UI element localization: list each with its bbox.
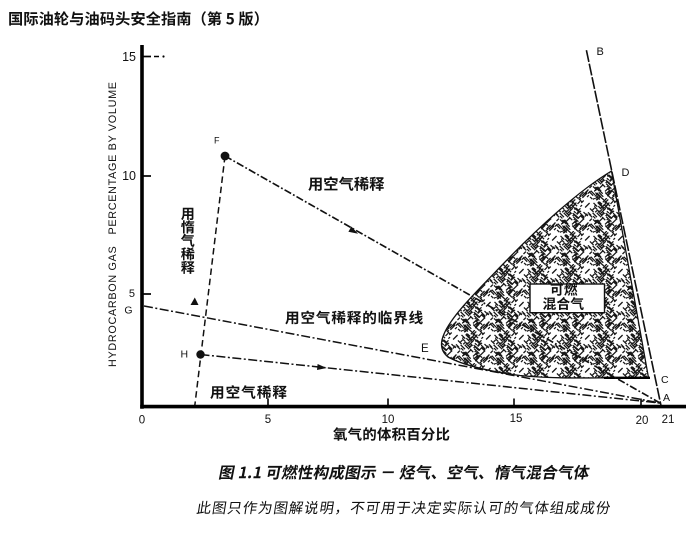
svg-text:10: 10	[122, 169, 136, 183]
svg-text:B: B	[597, 46, 604, 58]
svg-text:15: 15	[122, 50, 136, 64]
svg-text:A: A	[663, 392, 670, 404]
svg-text:10: 10	[382, 414, 395, 426]
svg-text:0: 0	[139, 415, 145, 427]
svg-text:15: 15	[510, 413, 523, 425]
svg-text:C: C	[661, 374, 669, 386]
svg-text:G: G	[124, 305, 132, 317]
svg-text:5: 5	[129, 288, 135, 300]
svg-text:F: F	[214, 136, 220, 146]
svg-text:D: D	[622, 167, 630, 179]
svg-text:H: H	[181, 349, 189, 361]
svg-text:20: 20	[636, 415, 649, 427]
svg-text:5: 5	[265, 414, 271, 426]
svg-text:E: E	[421, 343, 429, 355]
svg-text:21: 21	[662, 414, 675, 426]
svg-text:HYDROCARBON GAS PERCENTAGE B: HYDROCARBON GAS PERCENTAGE BY VOLUME	[107, 82, 119, 367]
